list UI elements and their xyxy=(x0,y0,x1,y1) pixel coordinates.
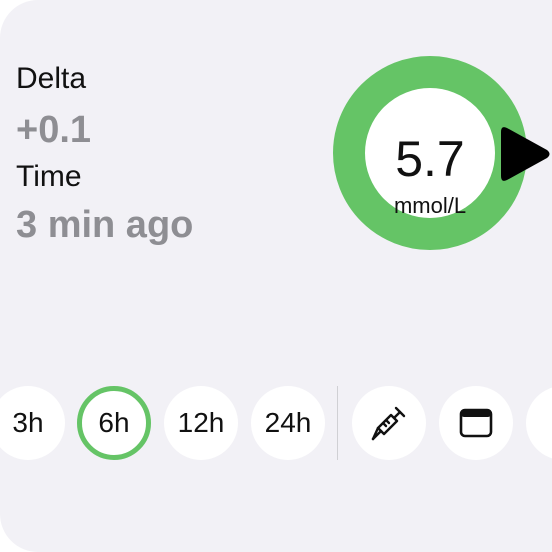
syringe-icon xyxy=(371,406,406,441)
window-button[interactable] xyxy=(439,386,513,460)
insulin-button[interactable] xyxy=(352,386,426,460)
range-button-label: 3h xyxy=(12,407,44,438)
window-icon xyxy=(459,408,493,438)
range-button-12h[interactable]: 12h xyxy=(164,386,238,460)
partial-icon xyxy=(548,408,552,438)
time-label: Time xyxy=(16,160,82,193)
glucose-unit: mmol/L xyxy=(393,193,467,218)
range-button-label: 12h xyxy=(177,407,225,438)
time-value: 3 min ago xyxy=(16,204,194,246)
range-button-3h[interactable]: 3h xyxy=(0,386,65,460)
range-button-24h[interactable]: 24h xyxy=(251,386,325,460)
delta-label: Delta xyxy=(16,62,87,95)
range-button-6h[interactable]: 6h xyxy=(77,386,151,460)
glucose-ring: 5.7 mmol/L xyxy=(333,56,527,250)
glucose-value: 5.7 xyxy=(395,131,465,187)
toolbar-divider xyxy=(337,386,338,460)
range-button-label: 6h xyxy=(98,407,130,438)
delta-value: +0.1 xyxy=(16,109,92,151)
trend-arrow-right-icon xyxy=(501,127,550,181)
more-action-button[interactable] xyxy=(526,386,552,460)
range-button-label: 24h xyxy=(264,407,312,438)
